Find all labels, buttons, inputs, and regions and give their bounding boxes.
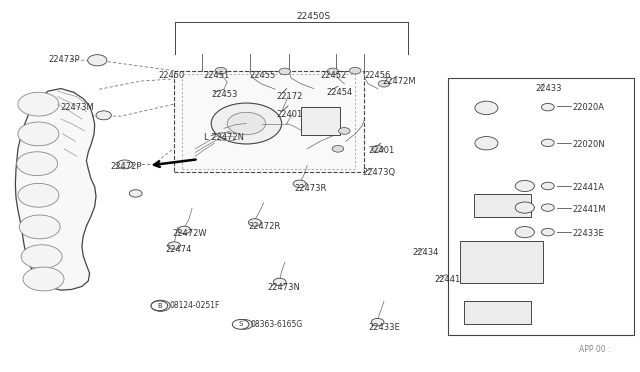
- Text: 22450S: 22450S: [296, 12, 331, 21]
- Text: 22020A: 22020A: [573, 103, 605, 112]
- Circle shape: [515, 227, 534, 238]
- Text: 22433E: 22433E: [368, 323, 400, 332]
- Circle shape: [332, 145, 344, 152]
- Text: S: S: [239, 321, 243, 327]
- Circle shape: [19, 215, 60, 239]
- Circle shape: [168, 242, 180, 249]
- Circle shape: [273, 278, 286, 286]
- Circle shape: [541, 182, 554, 190]
- Circle shape: [211, 103, 282, 144]
- Text: 22473R: 22473R: [294, 184, 327, 193]
- Circle shape: [151, 300, 170, 311]
- Circle shape: [18, 122, 59, 146]
- Text: 22441M: 22441M: [573, 205, 606, 214]
- Circle shape: [349, 67, 361, 74]
- Text: 08124-0251F: 08124-0251F: [170, 301, 220, 310]
- Circle shape: [21, 245, 62, 269]
- Text: 22401: 22401: [369, 146, 395, 155]
- Text: 22473P: 22473P: [48, 55, 79, 64]
- Text: 22472R: 22472R: [248, 222, 280, 231]
- Circle shape: [88, 55, 107, 66]
- Bar: [174, 71, 364, 172]
- Polygon shape: [15, 89, 96, 290]
- Circle shape: [293, 180, 306, 187]
- Circle shape: [371, 318, 384, 326]
- Text: 22473M: 22473M: [61, 103, 95, 112]
- Text: 22433E: 22433E: [573, 229, 605, 238]
- Circle shape: [215, 67, 227, 74]
- Circle shape: [339, 128, 350, 134]
- Bar: [474, 194, 531, 217]
- Circle shape: [327, 68, 339, 75]
- Text: 22020N: 22020N: [573, 140, 605, 149]
- Text: 22450: 22450: [159, 71, 185, 80]
- Text: B: B: [157, 303, 162, 309]
- Text: 22474: 22474: [165, 245, 191, 254]
- Circle shape: [475, 101, 498, 115]
- Bar: [301, 107, 340, 135]
- Text: 22473Q: 22473Q: [363, 168, 396, 177]
- Circle shape: [372, 145, 383, 152]
- Text: 22454: 22454: [326, 88, 353, 97]
- Text: 08363-6165G: 08363-6165G: [251, 320, 303, 329]
- Circle shape: [541, 228, 554, 236]
- Circle shape: [23, 267, 64, 291]
- Text: 22451: 22451: [204, 71, 230, 80]
- Text: 22456: 22456: [365, 71, 391, 80]
- Circle shape: [96, 111, 111, 120]
- Circle shape: [232, 320, 249, 329]
- Bar: [448, 78, 634, 335]
- Circle shape: [151, 301, 168, 311]
- Circle shape: [129, 190, 142, 197]
- Circle shape: [541, 103, 554, 111]
- Text: 22472W: 22472W: [173, 230, 207, 238]
- Text: 22172: 22172: [276, 92, 303, 101]
- Circle shape: [515, 202, 534, 213]
- Text: APP 00 :: APP 00 :: [579, 345, 611, 354]
- Circle shape: [378, 80, 390, 87]
- Text: 22455: 22455: [250, 71, 276, 80]
- Text: L 22472N: L 22472N: [204, 133, 244, 142]
- Circle shape: [17, 152, 58, 176]
- Circle shape: [279, 68, 291, 75]
- Text: 22453: 22453: [211, 90, 237, 99]
- Text: 22473N: 22473N: [268, 283, 300, 292]
- Bar: [182, 74, 355, 169]
- Circle shape: [541, 139, 554, 147]
- Circle shape: [227, 112, 266, 135]
- Bar: [464, 301, 531, 324]
- Text: 22441A: 22441A: [573, 183, 605, 192]
- Text: 22401: 22401: [276, 110, 303, 119]
- Circle shape: [18, 183, 59, 207]
- Circle shape: [515, 180, 534, 192]
- Text: 22433: 22433: [535, 84, 561, 93]
- Circle shape: [236, 320, 253, 329]
- Text: 22434: 22434: [412, 248, 438, 257]
- Text: 22472P: 22472P: [110, 162, 141, 171]
- Text: 22441: 22441: [434, 275, 460, 284]
- Circle shape: [475, 137, 498, 150]
- Text: 22472M: 22472M: [383, 77, 417, 86]
- Bar: [460, 241, 543, 283]
- Circle shape: [178, 226, 191, 234]
- Circle shape: [18, 92, 59, 116]
- Circle shape: [248, 219, 261, 226]
- Circle shape: [541, 204, 554, 211]
- Circle shape: [117, 160, 132, 169]
- Text: 22452: 22452: [320, 71, 346, 80]
